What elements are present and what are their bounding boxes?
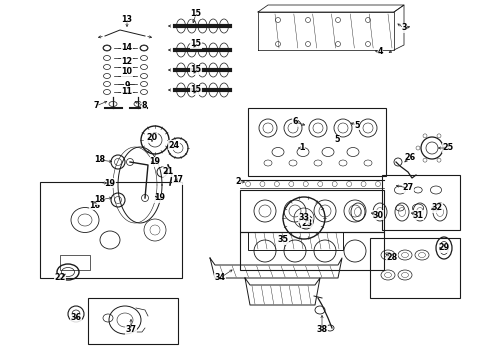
Text: 37: 37 bbox=[125, 325, 137, 334]
Text: 3: 3 bbox=[401, 23, 407, 32]
Text: 24: 24 bbox=[169, 140, 179, 149]
Text: 2: 2 bbox=[235, 177, 241, 186]
Text: 19: 19 bbox=[154, 194, 166, 202]
Text: 13: 13 bbox=[122, 15, 132, 24]
Text: 31: 31 bbox=[413, 211, 423, 220]
Text: 12: 12 bbox=[122, 58, 133, 67]
Bar bbox=[370, 238, 460, 298]
Bar bbox=[248, 108, 386, 176]
Text: 15: 15 bbox=[191, 66, 201, 75]
Text: 6: 6 bbox=[292, 117, 298, 126]
Text: 15: 15 bbox=[191, 9, 201, 18]
Text: 1: 1 bbox=[299, 144, 305, 153]
Text: 33: 33 bbox=[298, 213, 310, 222]
Text: 20: 20 bbox=[147, 134, 158, 143]
Bar bbox=[248, 232, 343, 250]
Text: 7: 7 bbox=[93, 102, 99, 111]
Text: 26: 26 bbox=[404, 153, 416, 162]
Text: 15: 15 bbox=[191, 85, 201, 94]
Bar bbox=[240, 190, 384, 232]
Text: 36: 36 bbox=[71, 314, 81, 323]
Text: 16: 16 bbox=[90, 201, 100, 210]
Text: 21: 21 bbox=[163, 167, 173, 176]
Bar bbox=[60, 255, 90, 270]
Text: 18: 18 bbox=[95, 195, 105, 204]
Text: 30: 30 bbox=[372, 211, 384, 220]
Text: 14: 14 bbox=[122, 44, 132, 53]
Text: 38: 38 bbox=[317, 325, 327, 334]
Text: 32: 32 bbox=[431, 203, 442, 212]
Text: 25: 25 bbox=[442, 144, 454, 153]
Bar bbox=[382, 175, 460, 230]
Text: 17: 17 bbox=[172, 175, 183, 184]
Text: 9: 9 bbox=[124, 81, 130, 90]
Text: 10: 10 bbox=[122, 68, 132, 77]
Text: 34: 34 bbox=[215, 274, 225, 283]
Text: 19: 19 bbox=[149, 158, 161, 166]
Text: 28: 28 bbox=[387, 253, 397, 262]
Text: 29: 29 bbox=[439, 243, 449, 252]
Text: 8: 8 bbox=[141, 102, 147, 111]
Text: 19: 19 bbox=[104, 179, 116, 188]
Text: 15: 15 bbox=[191, 40, 201, 49]
Text: 27: 27 bbox=[402, 184, 414, 193]
Text: 23: 23 bbox=[301, 219, 313, 228]
Text: 5: 5 bbox=[334, 135, 340, 144]
Text: 35: 35 bbox=[277, 235, 289, 244]
Text: 5: 5 bbox=[354, 121, 360, 130]
Text: 4: 4 bbox=[377, 48, 383, 57]
Text: 18: 18 bbox=[95, 156, 105, 165]
Text: 22: 22 bbox=[54, 274, 66, 283]
Text: 11: 11 bbox=[122, 86, 132, 95]
Bar bbox=[88, 298, 178, 344]
Bar bbox=[40, 182, 182, 278]
Bar bbox=[240, 232, 384, 270]
